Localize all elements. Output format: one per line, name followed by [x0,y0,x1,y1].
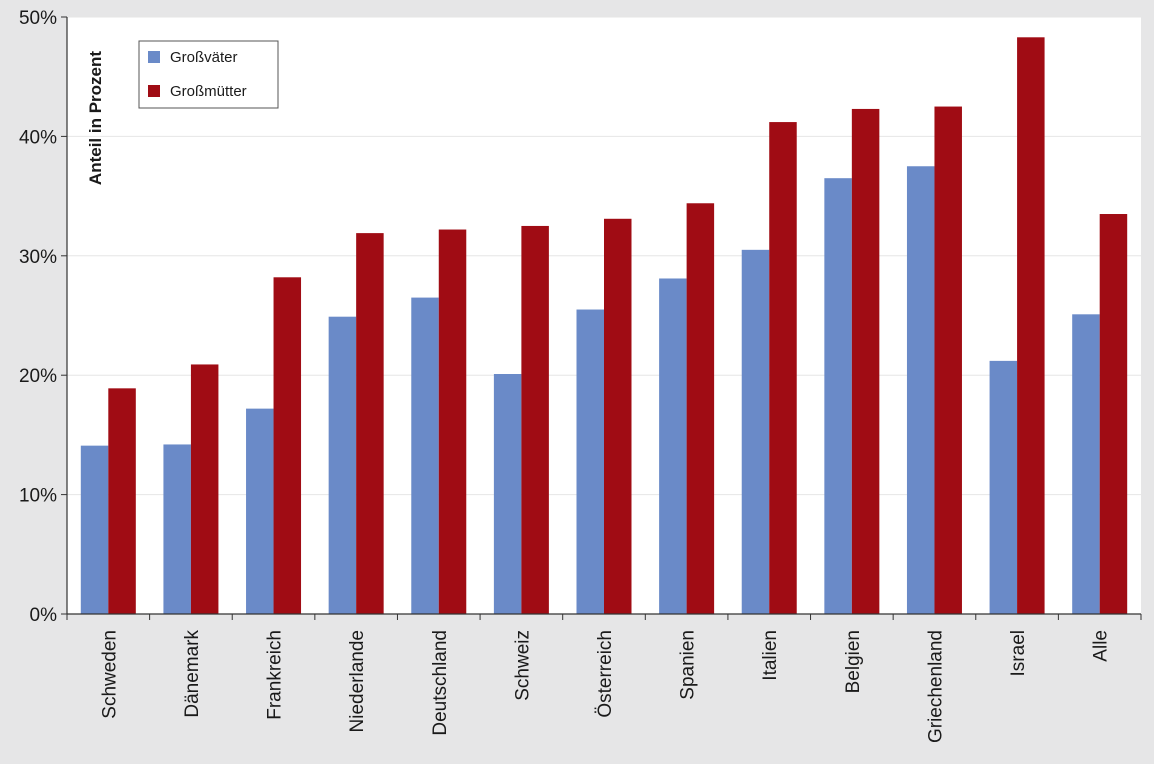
legend-label-grossvaeter: Großväter [170,49,238,66]
y-tick-label: 30% [19,247,57,268]
bar-grossmutter-griechenland [934,106,962,615]
legend-swatch-grossvaeter [148,51,160,63]
bar-grossvater-deutschland [411,297,439,614]
bars [80,37,1128,615]
legend-label-grossmuetter: Großmütter [170,83,247,100]
x-tick-label: Frankreich [265,630,286,720]
bar-grossmutter-italien [769,122,797,615]
x-tick-label: Alle [1091,630,1112,662]
y-axis-label: Anteil in Prozent [86,51,105,185]
legend: Großväter Großmütter [138,40,279,109]
legend-box [138,40,279,109]
bar-grossmutter-schweiz [521,225,549,614]
bar-grossmutter-frankreich [273,277,302,614]
bar-grossvater-spanien [659,278,687,614]
bar-grossmutter-belgien [851,108,880,615]
x-tick-label: Österreich [595,630,616,718]
legend-swatch-grossmuetter [148,85,160,97]
y-tick-label: 0% [30,605,58,626]
bar-grossmutter-niederlande [356,233,384,614]
x-tick-label: Deutschland [430,630,451,736]
x-tick-label: Belgien [843,630,864,693]
bar-grossmutter-deutschland [438,229,467,615]
bar-grossvater-schweiz [493,374,522,614]
x-tick-label: Griechenland [925,630,946,743]
x-tick-label: Israel [1008,630,1029,676]
x-tick-label: Niederlande [347,630,368,732]
bar-grossvater-frankreich [246,408,274,614]
x-tick-label: Dänemark [182,630,203,718]
bar-grossvater-schweden [80,445,109,614]
y-tick-label: 10% [19,486,57,507]
x-tick-label: Schweden [99,630,120,719]
x-tick-label: Schweiz [512,630,533,701]
bar-grossmutter-osterreich [604,218,632,614]
y-tick-label: 20% [19,366,57,387]
bar-grossvater-israel [989,360,1018,614]
bar-grossvater-danemark [163,444,191,614]
bar-grossvater-alle [1072,314,1100,614]
bar-grossvater-osterreich [576,309,604,614]
y-tick-label: 40% [19,127,57,148]
x-tick-label: Italien [760,630,781,681]
bar-grossmutter-schweden [108,388,136,614]
bar-grossmutter-spanien [686,203,715,614]
y-tick-labels: 0% 10% 20% 30% 40% 50% [19,8,67,626]
bar-grossvater-griechenland [906,166,935,614]
bar-grossmutter-alle [1099,214,1128,614]
bar-grossmutter-danemark [190,364,219,614]
y-tick-label: 50% [19,8,57,29]
x-tick-label: Spanien [678,630,699,700]
bar-grossvater-italien [741,249,770,614]
bar-grossvater-belgien [824,178,852,614]
bar-grossmutter-israel [1017,37,1045,615]
bar-grossvater-niederlande [328,316,357,614]
x-tick-labels: Schweden Dänemark Frankreich Niederlande Deu… [66,614,1142,743]
